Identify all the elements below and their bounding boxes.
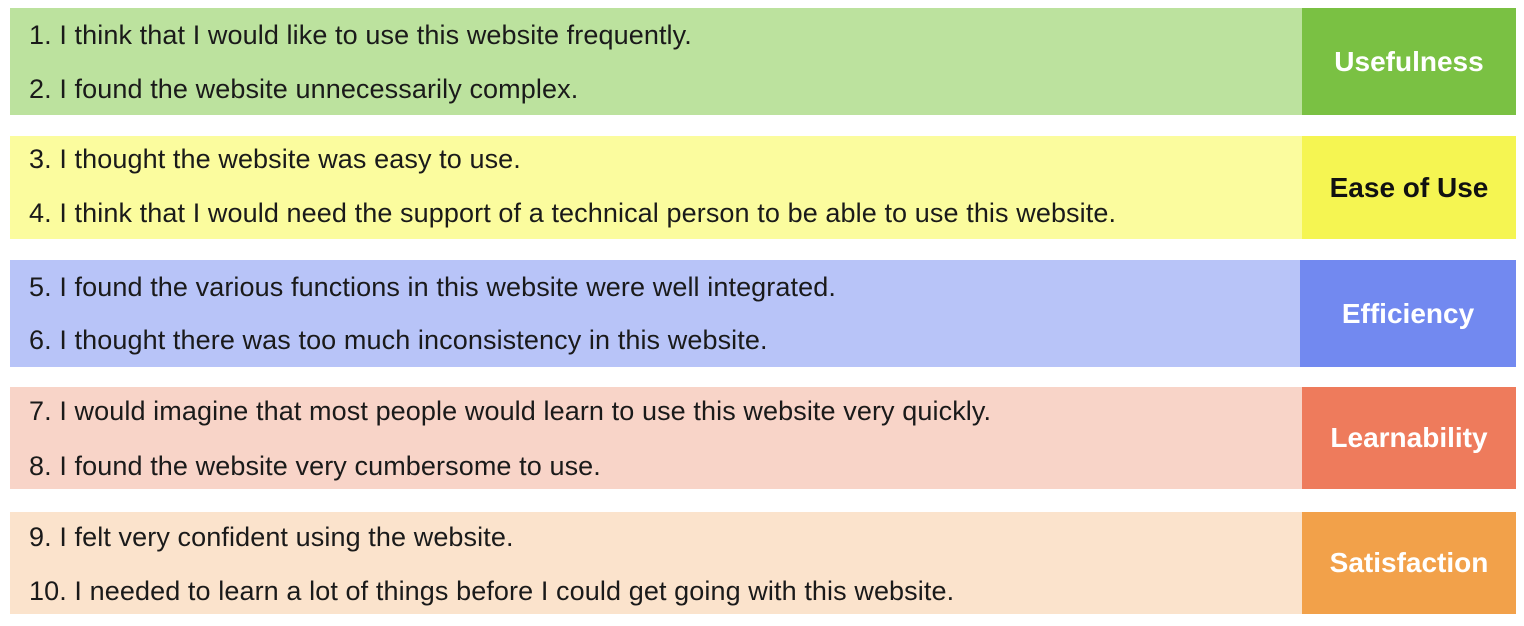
category-box-efficiency: Efficiency: [1300, 260, 1516, 367]
category-box-satisfaction: Satisfaction: [1302, 512, 1516, 614]
category-box-ease-of-use: Ease of Use: [1302, 136, 1516, 239]
question-item: 1. I think that I would like to use this…: [29, 20, 692, 50]
group-items: 7. I would imagine that most people woul…: [10, 387, 1302, 489]
group-row-efficiency: 5. I found the various functions in this…: [10, 260, 1516, 367]
question-item: 6. I thought there was too much inconsis…: [29, 325, 768, 355]
category-label: Efficiency: [1341, 297, 1475, 329]
question-item: 7. I would imagine that most people woul…: [29, 396, 992, 426]
question-item: 5. I found the various functions in this…: [29, 272, 836, 302]
group-items: 9. I felt very confident using the websi…: [10, 512, 1302, 614]
category-label: Satisfaction: [1329, 547, 1489, 578]
question-item: 4. I think that I would need the support…: [29, 198, 1117, 228]
group-row-ease-of-use: 3. I thought the website was easy to use…: [10, 136, 1516, 239]
group-row-usefulness: 1. I think that I would like to use this…: [10, 8, 1516, 115]
group-items: 1. I think that I would like to use this…: [10, 8, 1302, 115]
question-item: 10. I needed to learn a lot of things be…: [29, 576, 955, 606]
category-box-usefulness: Usefulness: [1302, 8, 1516, 115]
question-item: 8. I found the website very cumbersome t…: [29, 451, 601, 481]
category-box-learnability: Learnability: [1302, 387, 1516, 489]
group-items: 5. I found the various functions in this…: [10, 260, 1300, 367]
question-item: 9. I felt very confident using the websi…: [29, 522, 514, 552]
category-label: Ease of Use: [1329, 171, 1489, 203]
question-item: 2. I found the website unnecessarily com…: [29, 74, 579, 104]
group-row-satisfaction: 9. I felt very confident using the websi…: [10, 512, 1516, 614]
category-label: Usefulness: [1334, 45, 1484, 77]
question-item: 3. I thought the website was easy to use…: [29, 144, 521, 174]
category-label: Learnability: [1330, 422, 1488, 453]
group-items: 3. I thought the website was easy to use…: [10, 136, 1302, 239]
group-row-learnability: 7. I would imagine that most people woul…: [10, 387, 1516, 489]
